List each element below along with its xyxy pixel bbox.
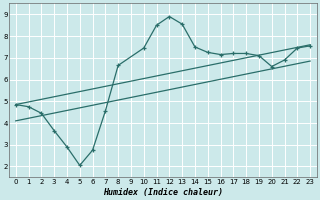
- X-axis label: Humidex (Indice chaleur): Humidex (Indice chaleur): [103, 188, 223, 197]
